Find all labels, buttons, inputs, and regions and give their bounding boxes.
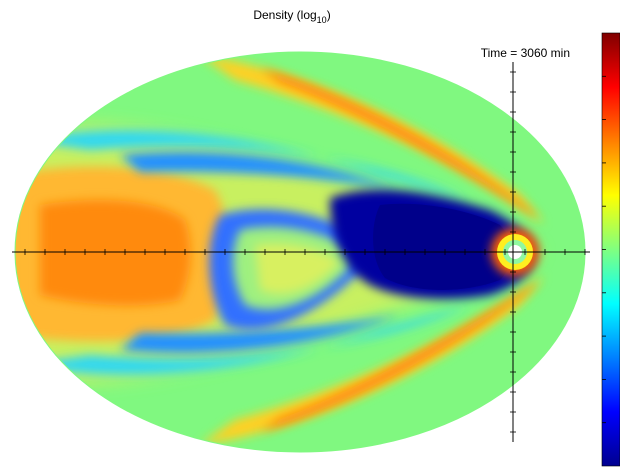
colorbar <box>601 32 620 467</box>
chart-title: Density (log10) <box>253 8 330 25</box>
chart-title-main: Density (log <box>253 8 316 22</box>
axis-ticks <box>24 71 586 433</box>
colorbar-ticks <box>602 75 606 424</box>
chart-title-close: ) <box>327 8 331 22</box>
time-annotation: Time = 3060 min <box>481 46 570 60</box>
chart-title-subscript: 10 <box>317 15 327 25</box>
density-field <box>15 52 585 452</box>
